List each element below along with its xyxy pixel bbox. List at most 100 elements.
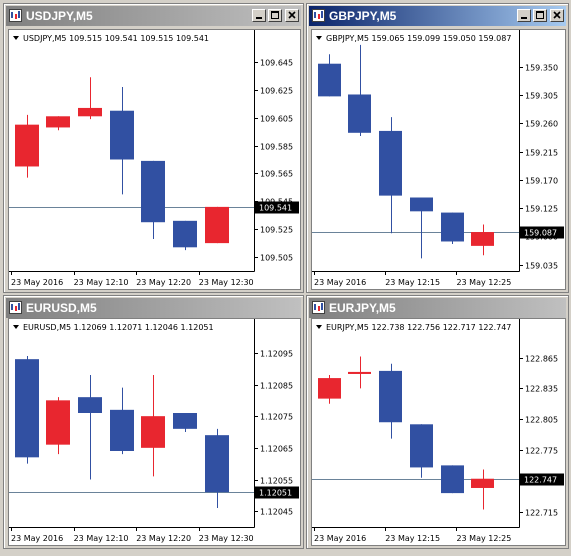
candlestick-chart[interactable]: 1.12095 1.12085 1.12075 1.12065 1.12055 1.120… xyxy=(9,319,300,545)
price-tick-label: 122.835 xyxy=(525,385,558,394)
price-tick-label: 1.12065 xyxy=(260,445,293,454)
candlestick-chart[interactable]: 109.645 109.625 109.605 109.585 109.565 109.5… xyxy=(9,30,300,289)
price-tick-label: 122.715 xyxy=(525,509,558,518)
dropdown-triangle-icon xyxy=(316,36,322,40)
time-tick-label: 23 May 12:15 xyxy=(385,278,440,287)
symbol-header: GBPJPY,M5 159.065 159.099 159.050 159.08… xyxy=(316,34,511,43)
bearish-candle xyxy=(205,435,229,493)
symbol-header: EURUSD,M5 1.12069 1.12071 1.12046 1.1205… xyxy=(13,323,214,332)
maximize-button[interactable] xyxy=(533,9,547,22)
price-tick-label: 159.350 xyxy=(525,64,558,73)
bearish-candle xyxy=(318,63,341,97)
current-price-box xyxy=(255,201,299,214)
bearish-candle xyxy=(173,220,197,248)
bullish-candle xyxy=(78,107,102,117)
window-title: EURJPY,M5 xyxy=(329,301,396,315)
price-tick-label: 159.125 xyxy=(525,205,558,214)
window-title: GBPJPY,M5 xyxy=(329,9,397,23)
price-tick-label: 159.035 xyxy=(525,262,558,271)
chart-window-gbpjpy[interactable]: GBPJPY,M5 GBPJPY,M5 159.065 159.099 159.… xyxy=(306,3,569,293)
price-tick-label: 1.12045 xyxy=(260,508,293,517)
bullish-candle xyxy=(15,124,39,167)
chart-window-icon xyxy=(312,9,325,22)
time-tick-label: 23 May 12:30 xyxy=(199,278,254,287)
close-button[interactable] xyxy=(285,9,299,22)
current-price-label: 122.747 xyxy=(524,476,557,485)
chart-window-icon xyxy=(9,9,22,22)
minimize-button[interactable] xyxy=(252,9,266,22)
maximize-icon xyxy=(536,11,544,19)
title-bar[interactable]: GBPJPY,M5 xyxy=(309,6,566,26)
current-price-label: 159.087 xyxy=(524,229,557,238)
bullish-candle xyxy=(318,378,341,399)
time-tick-label: 23 May 12:20 xyxy=(136,278,191,287)
chart-area[interactable]: USDJPY,M5 109.515 109.541 109.515 109.54… xyxy=(8,29,301,290)
close-icon xyxy=(288,11,296,19)
title-bar[interactable]: EURUSD,M5 xyxy=(6,298,301,318)
symbol-header: EURJPY,M5 122.738 122.756 122.717 122.74… xyxy=(316,323,511,332)
price-tick-label: 159.170 xyxy=(525,177,558,186)
price-tick-label: 109.625 xyxy=(260,87,293,96)
chart-window-icon xyxy=(9,301,22,314)
bearish-candle xyxy=(379,130,402,196)
chart-area[interactable]: EURJPY,M5 122.738 122.756 122.717 122.74… xyxy=(311,318,566,546)
bullish-candle xyxy=(205,206,229,244)
maximize-button[interactable] xyxy=(268,9,282,22)
price-tick-label: 159.215 xyxy=(525,149,558,158)
bearish-candle xyxy=(441,465,464,494)
price-tick-label: 109.505 xyxy=(260,254,293,263)
chart-area[interactable]: EURUSD,M5 1.12069 1.12071 1.12046 1.1205… xyxy=(8,318,301,546)
bearish-candle xyxy=(441,212,464,242)
dropdown-triangle-icon xyxy=(13,36,19,40)
bearish-candle xyxy=(110,110,134,160)
price-tick-label: 159.260 xyxy=(525,120,558,129)
window-title: USDJPY,M5 xyxy=(26,9,93,23)
window-title: EURUSD,M5 xyxy=(26,301,97,315)
title-bar[interactable]: EURJPY,M5 xyxy=(309,298,566,318)
symbol-header: USDJPY,M5 109.515 109.541 109.515 109.54… xyxy=(13,34,209,43)
time-tick-label: 23 May 12:25 xyxy=(456,278,511,287)
time-tick-label: 23 May 2016 xyxy=(11,534,63,543)
price-tick-label: 1.12095 xyxy=(260,350,293,359)
maximize-icon xyxy=(271,11,279,19)
bearish-candle xyxy=(410,424,433,468)
chart-window-eurjpy[interactable]: EURJPY,M5 EURJPY,M5 122.738 122.756 122.… xyxy=(306,295,569,549)
chart-area[interactable]: GBPJPY,M5 159.065 159.099 159.050 159.08… xyxy=(311,29,566,290)
minimize-icon xyxy=(256,17,262,19)
close-icon xyxy=(553,11,561,19)
current-price-box xyxy=(520,226,564,239)
title-bar[interactable]: USDJPY,M5 xyxy=(6,6,301,26)
price-tick-label: 122.805 xyxy=(525,416,558,425)
bearish-candle xyxy=(141,160,165,223)
bullish-candle xyxy=(46,116,70,128)
price-tick-label: 159.305 xyxy=(525,92,558,101)
price-tick-label: 109.605 xyxy=(260,115,293,124)
bearish-candle xyxy=(15,359,39,458)
minimize-button[interactable] xyxy=(517,9,531,22)
chart-window-usdjpy[interactable]: USDJPY,M5 USDJPY,M5 109.515 109.541 109.… xyxy=(3,3,304,293)
minimize-icon xyxy=(521,17,527,19)
price-tick-label: 109.585 xyxy=(260,143,293,152)
bearish-candle xyxy=(110,409,134,451)
candlestick-chart[interactable]: 122.865122.835122.805122.775122.745122.7… xyxy=(312,319,565,545)
time-tick-label: 23 May 12:10 xyxy=(74,534,129,543)
time-tick-label: 23 May 2016 xyxy=(11,278,63,287)
current-price-box xyxy=(255,486,299,499)
time-tick-label: 23 May 12:25 xyxy=(456,534,511,543)
price-tick-label: 109.645 xyxy=(260,59,293,68)
dropdown-triangle-icon xyxy=(13,325,19,329)
time-tick-label: 23 May 12:15 xyxy=(385,534,440,543)
dropdown-triangle-icon xyxy=(316,325,322,329)
time-tick-label: 23 May 12:30 xyxy=(199,534,254,543)
bearish-candle xyxy=(379,370,402,423)
time-tick-label: 23 May 2016 xyxy=(314,278,366,287)
close-button[interactable] xyxy=(550,9,564,22)
chart-window-eurusd[interactable]: EURUSD,M5 EURUSD,M5 1.12069 1.12071 1.12… xyxy=(3,295,304,549)
current-price-label: 1.12051 xyxy=(259,489,292,498)
bearish-candle xyxy=(348,94,371,133)
bullish-candle xyxy=(471,232,494,246)
price-tick-label: 122.865 xyxy=(525,355,558,364)
price-tick-label: 1.12085 xyxy=(260,382,293,391)
time-tick-label: 23 May 2016 xyxy=(314,534,366,543)
candlestick-chart[interactable]: 159.350 159.305 159.260 159.215 159.170 159.1… xyxy=(312,30,565,289)
